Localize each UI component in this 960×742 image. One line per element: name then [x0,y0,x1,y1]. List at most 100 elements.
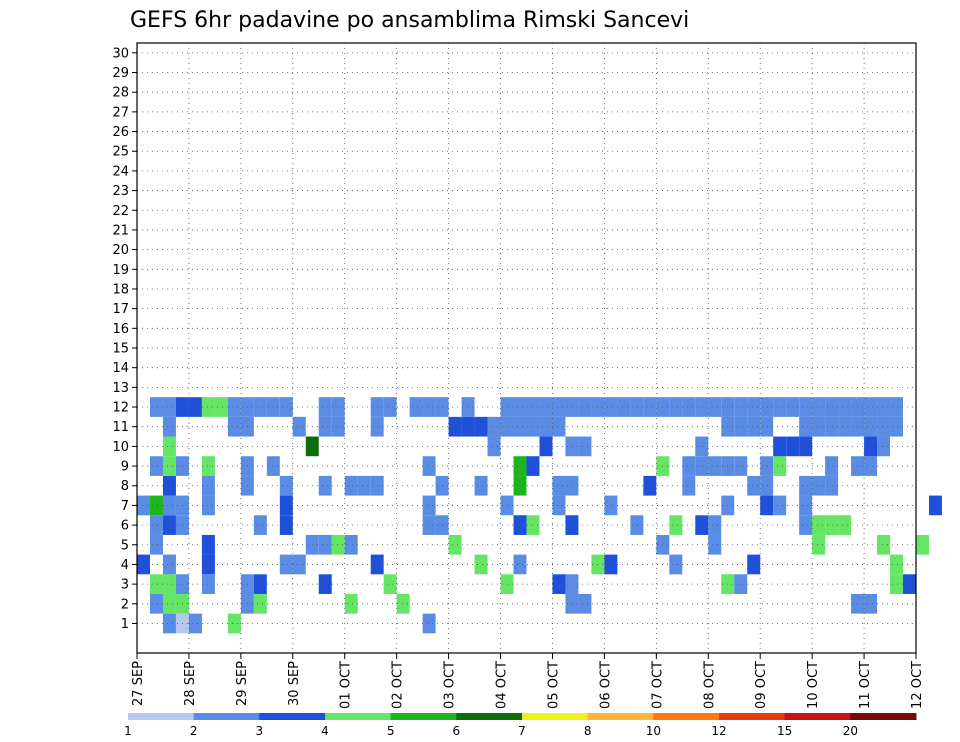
heatmap-cell [383,397,397,417]
x-tick-label: 29 SEP [235,661,250,706]
heatmap-cell [864,416,878,437]
heatmap-cell [552,397,566,417]
y-tick-label: 17 [112,302,129,317]
heatmap-cell [552,475,566,496]
heatmap-cell [708,397,722,417]
heatmap-cell [838,515,852,535]
heatmap-cell [331,534,345,555]
heatmap-cell [422,515,436,535]
heatmap-cell [812,475,826,496]
heatmap-cell [708,456,722,476]
heatmap-cell [422,495,436,516]
heatmap-cell [149,515,163,535]
heatmap-cell [318,416,332,437]
heatmap-cell [292,416,306,437]
heatmap-cell [734,456,748,476]
heatmap-cell [266,456,280,476]
heatmap-cell [877,534,891,555]
heatmap-cell [838,397,852,417]
heatmap-cell [474,475,488,496]
y-tick-label: 8 [121,479,129,494]
heatmap-cell [799,397,813,417]
heatmap-cell [149,593,163,614]
heatmap-cell [552,416,566,437]
colorbar-swatch [390,713,457,720]
heatmap-cell [149,456,163,476]
heatmap-cell [669,554,683,575]
heatmap-cell [162,593,176,614]
y-tick-label: 29 [112,66,129,81]
heatmap-cell [773,456,787,476]
x-tick-label: 06 OCT [598,661,613,709]
heatmap-cell [149,397,163,417]
heatmap-cell [513,416,527,437]
heatmap-cell [253,593,267,614]
heatmap-cell [539,416,553,437]
heatmap-cell [539,436,553,457]
heatmap-cell [513,475,527,496]
heatmap-cell [188,397,202,417]
heatmap-cell [318,397,332,417]
x-tick-label: 28 SEP [183,661,198,706]
chart-title: GEFS 6hr padavine po ansamblima Rimski S… [130,8,689,33]
heatmap-cell [396,593,410,614]
y-tick-label: 28 [112,86,129,101]
heatmap-cell [565,397,579,417]
y-tick-label: 11 [112,420,129,435]
heatmap-cell [604,495,618,516]
heatmap-cell [539,397,553,417]
heatmap-cell [318,574,332,594]
heatmap-cell [422,456,436,476]
heatmap-cell [604,397,618,417]
heatmap-cell [708,534,722,555]
y-tick-label: 12 [112,401,129,416]
heatmap-cell [487,416,501,437]
heatmap-cell [188,613,202,634]
heatmap-cell [162,613,176,634]
colorbar-swatch [128,713,195,720]
y-tick-label: 20 [112,243,129,258]
heatmap-cell [760,475,774,496]
heatmap-cell [266,397,280,417]
heatmap-cell [344,475,358,496]
heatmap-cell [695,515,709,535]
colorbar-swatch [193,713,260,720]
x-tick-label: 04 OCT [495,661,510,709]
heatmap-cell [474,554,488,575]
heatmap-cell [838,416,852,437]
heatmap-cell [864,436,878,457]
heatmap-cell [552,495,566,516]
heatmap-cell [928,495,942,516]
colorbar-label: 6 [453,724,461,738]
heatmap-cell [448,534,462,555]
heatmap-cell [162,397,176,417]
heatmap-cell [162,515,176,535]
x-tick-label: 01 OCT [339,661,354,709]
grid-lines [137,43,916,653]
y-tick-label: 7 [121,499,129,514]
colorbar-label: 15 [777,724,792,738]
heatmap-cell [422,613,436,634]
heatmap-cell [799,436,813,457]
heatmap-cell [162,456,176,476]
heatmap-cell [630,515,644,535]
heatmap-cell [825,416,839,437]
heatmap-cell [734,416,748,437]
x-tick-label: 09 OCT [754,661,769,709]
y-tick-label: 14 [112,361,129,376]
colorbar-label: 7 [518,724,526,738]
y-tick-label: 13 [112,381,129,396]
heatmap-cell [344,593,358,614]
heatmap-cell [812,416,826,437]
heatmap-cell [137,495,150,516]
y-tick-label: 23 [112,184,129,199]
y-tick-label: 22 [112,204,129,219]
heatmap-cell [279,495,293,516]
heatmap-cell [137,554,150,575]
colorbar-label: 20 [843,724,858,738]
colorbar-swatch [587,713,654,720]
heatmap-cell [201,534,215,555]
heatmap-cell [227,397,241,417]
y-tick-label: 16 [112,322,129,337]
heatmap-cell [812,534,826,555]
